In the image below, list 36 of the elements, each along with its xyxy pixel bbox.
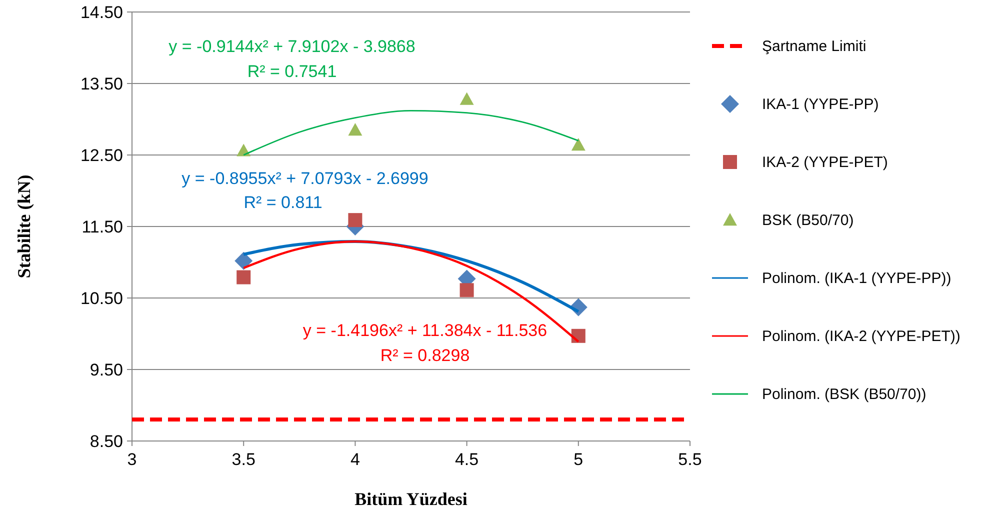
x-axis-title: Bitüm Yüzdesi	[354, 489, 468, 509]
annotation: R² = 0.811	[244, 193, 322, 212]
annotation: R² = 0.8298	[380, 346, 470, 365]
point	[234, 252, 253, 270]
point	[348, 122, 362, 136]
point	[236, 144, 251, 156]
point	[460, 92, 474, 105]
x-tick-label: 3	[127, 450, 137, 469]
legend-label: IKA-2 (YYPE-PET)	[762, 154, 888, 171]
legend-label: Polinom. (BSK (B50/70))	[762, 386, 926, 403]
annotation: R² = 0.7541	[247, 62, 337, 81]
annotation: y = -1.4196x² + 11.384x - 11.536	[302, 321, 548, 340]
y-tick-label: 9.50	[90, 360, 123, 380]
y-tick-label: 8.50	[90, 432, 123, 451]
y-tick-label: 13.50	[80, 74, 123, 94]
x-tick-label: 5.5	[678, 450, 702, 469]
x-tick-label: 4	[350, 450, 360, 469]
y-tick-label: 10.50	[80, 289, 123, 308]
point	[348, 213, 362, 228]
y-tick-label: 11.50	[82, 218, 123, 236]
y-axis-title: Stabilite (kN)	[14, 174, 34, 278]
x-tick-label: 3.5	[232, 450, 256, 469]
x-tick-label: 4.5	[454, 450, 479, 469]
legend-label: Şartname Limiti	[762, 38, 866, 55]
legend-label: IKA-1 (YYPE-PP)	[762, 96, 879, 113]
legend-label: Polinom. (IKA-1 (YYPE-PP))	[762, 270, 952, 287]
annotation: y = -0.8955x² + 7.0793x - 2.6999	[182, 169, 428, 188]
y-tick-label: 12.50	[80, 146, 123, 165]
legend-label: Polinom. (IKA-2 (YYPE-PET))	[762, 328, 960, 345]
point	[236, 270, 251, 284]
y-tick-label: 14.50	[80, 3, 123, 22]
legend-label: BSK (B50/70)	[762, 212, 854, 229]
annotation: y = -0.9144x² + 7.9102x - 3.9868	[168, 37, 416, 56]
x-tick-label: 5	[574, 450, 584, 469]
point	[460, 283, 474, 298]
point	[571, 138, 586, 151]
